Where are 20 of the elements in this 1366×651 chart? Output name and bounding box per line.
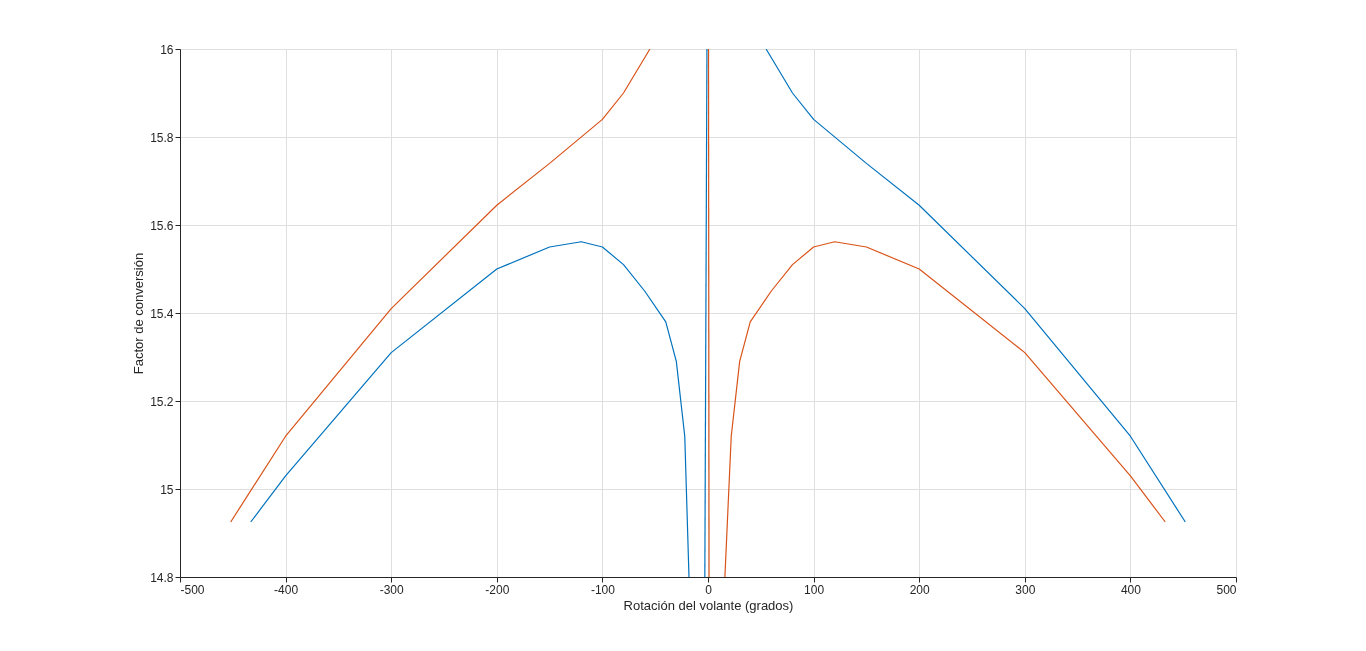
x-tick-label: 300 <box>1015 582 1036 597</box>
y-tick-label: 15 <box>160 482 174 497</box>
x-tick-label: 400 <box>1120 582 1142 597</box>
y-axis-title: Factor de conversión <box>131 252 147 375</box>
y-tick-label: 16 <box>160 42 174 57</box>
x-tick-label: -500 <box>180 582 205 597</box>
y-tick-label: 14.8 <box>150 570 174 585</box>
x-tick-label: -300 <box>379 582 405 597</box>
x-tick-label: 0 <box>705 582 713 597</box>
x-tick-label: -100 <box>590 582 616 597</box>
y-tick-label: 15.2 <box>150 394 174 409</box>
y-tick-label: 15.4 <box>150 306 174 321</box>
x-axis-title: Rotación del volante (grados) <box>623 597 794 613</box>
x-tick-label: 100 <box>804 582 825 597</box>
x-tick-label: 200 <box>909 582 931 597</box>
x-tick-label: -400 <box>274 582 299 597</box>
y-tick-label: 15.8 <box>150 130 174 145</box>
x-tick-label: -200 <box>485 582 510 597</box>
x-tick-label: 500 <box>1216 582 1237 597</box>
y-tick-label: 15.6 <box>150 218 174 233</box>
